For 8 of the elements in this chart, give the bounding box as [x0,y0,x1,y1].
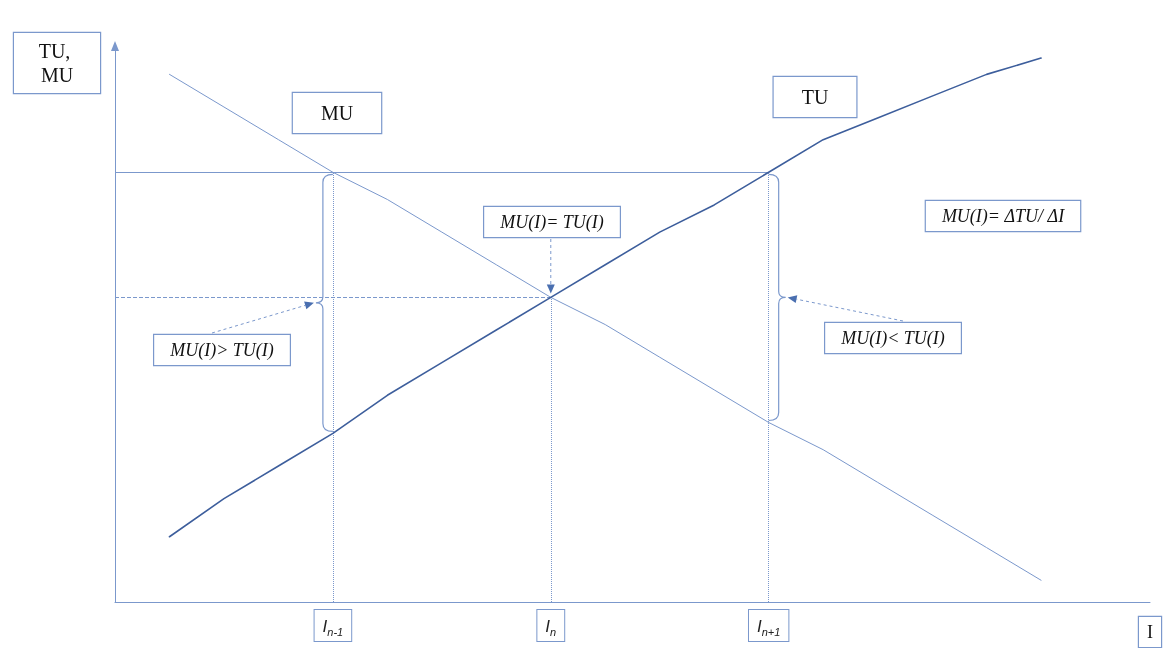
annotation: MU(I)= ΔTU/ ΔI [940,206,1066,227]
annotation: MU(I)< TU(I) [840,328,945,349]
series-label: MU [320,102,354,124]
series-label: TU [801,86,829,108]
annotation: MU(I)> TU(I) [169,340,274,361]
annotation: MU(I)= TU(I) [499,212,604,233]
y-axis-title: TU, MU [38,40,76,86]
x-axis-title: I [1147,622,1153,642]
